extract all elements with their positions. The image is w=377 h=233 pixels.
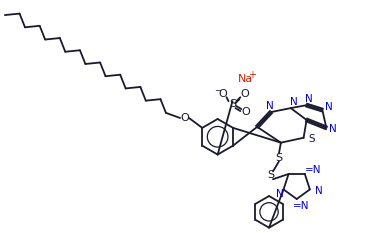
Text: N: N [325,102,333,112]
Text: N: N [315,186,323,196]
Text: S: S [229,99,236,109]
Text: −: − [214,86,221,95]
Text: S: S [308,134,315,144]
Text: O: O [240,89,249,99]
Text: N: N [276,189,284,199]
Text: N: N [266,101,274,111]
Text: S: S [275,153,282,162]
Text: +: + [248,71,256,80]
Text: =N: =N [293,201,310,211]
Text: N: N [305,94,313,104]
Text: N: N [329,124,337,134]
Text: O: O [241,107,250,117]
Text: S: S [267,170,274,180]
Text: Na: Na [238,75,253,84]
Text: N: N [290,97,297,107]
Text: =N: =N [305,165,321,175]
Text: O: O [218,89,227,99]
Text: O: O [181,113,189,123]
